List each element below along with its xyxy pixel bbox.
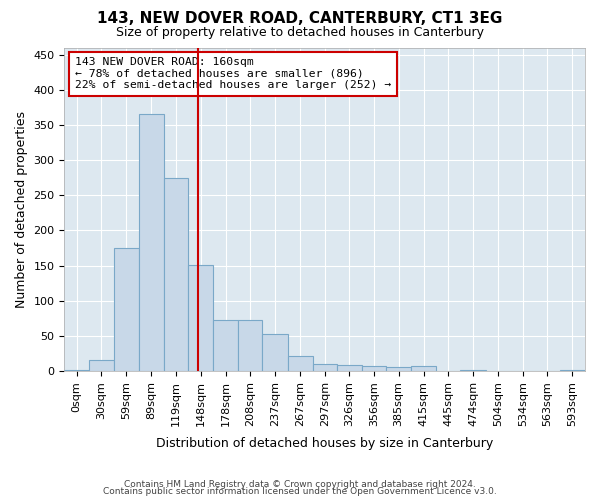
Text: 143 NEW DOVER ROAD: 160sqm
← 78% of detached houses are smaller (896)
22% of sem: 143 NEW DOVER ROAD: 160sqm ← 78% of deta… [75,57,391,90]
Bar [313,364,337,371]
Bar [213,320,238,371]
Text: Size of property relative to detached houses in Canterbury: Size of property relative to detached ho… [116,26,484,39]
X-axis label: Distribution of detached houses by size in Canterbury: Distribution of detached houses by size … [156,437,493,450]
Bar [139,114,164,371]
Text: Contains public sector information licensed under the Open Government Licence v3: Contains public sector information licen… [103,487,497,496]
Bar [89,360,114,371]
Bar [411,366,436,371]
Bar [287,356,313,371]
Bar [188,265,213,371]
Y-axis label: Number of detached properties: Number of detached properties [15,111,28,308]
Bar [460,370,485,371]
Bar [362,366,386,371]
Bar [114,248,139,371]
Text: 143, NEW DOVER ROAD, CANTERBURY, CT1 3EG: 143, NEW DOVER ROAD, CANTERBURY, CT1 3EG [97,11,503,26]
Bar [238,320,262,371]
Bar [386,367,411,371]
Bar [262,334,287,371]
Bar [64,370,89,371]
Text: Contains HM Land Registry data © Crown copyright and database right 2024.: Contains HM Land Registry data © Crown c… [124,480,476,489]
Bar [337,366,362,371]
Bar [164,178,188,371]
Bar [560,370,585,371]
